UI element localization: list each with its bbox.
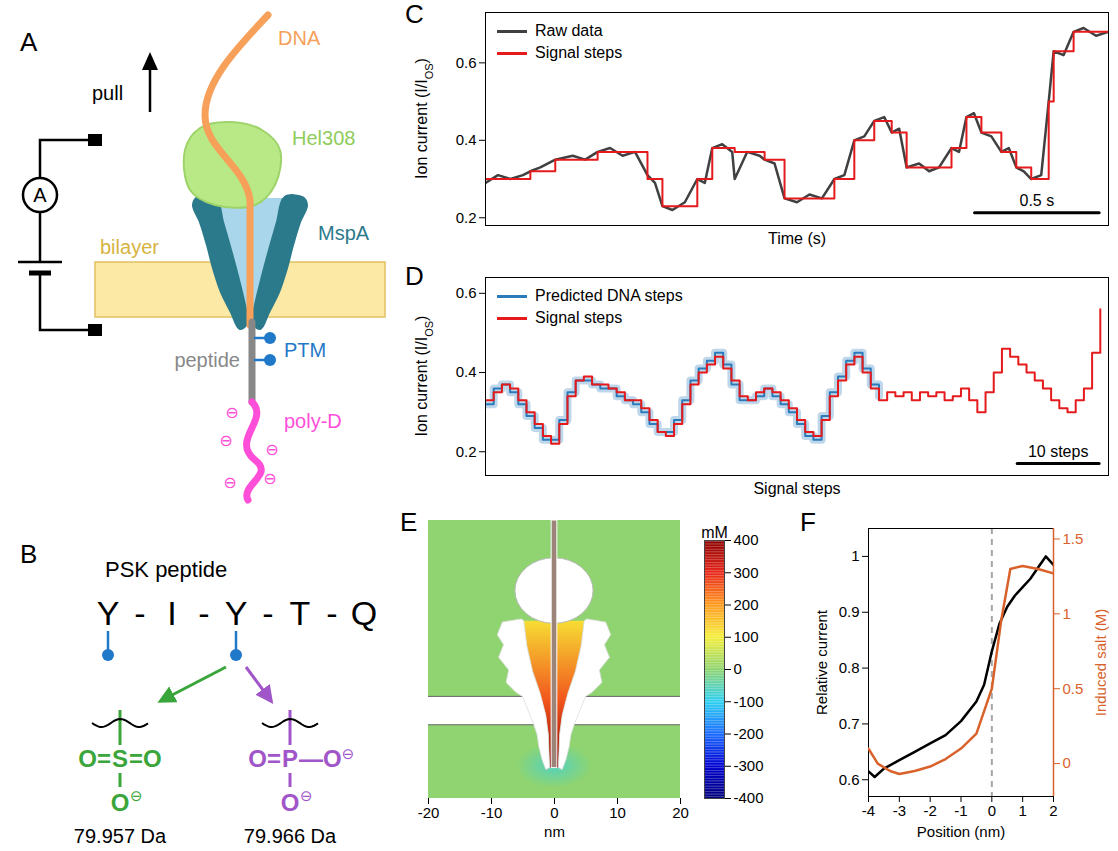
html-text:A: A bbox=[20, 27, 38, 57]
svg-text:I: I bbox=[167, 594, 176, 632]
html-text:Predicted DNA steps: Predicted DNA steps bbox=[535, 287, 683, 304]
svg-text:0.6: 0.6 bbox=[839, 771, 860, 788]
svg-text:-100: -100 bbox=[734, 693, 764, 710]
svg-text:0.2: 0.2 bbox=[456, 209, 477, 226]
svg-text:-400: -400 bbox=[734, 789, 764, 806]
svg-text:10 steps: 10 steps bbox=[1028, 443, 1088, 460]
html-text:Signal steps: Signal steps bbox=[535, 44, 623, 61]
svg-text:nm: nm bbox=[544, 823, 565, 840]
svg-text:-200: -200 bbox=[734, 725, 764, 742]
svg-text:-1: -1 bbox=[954, 802, 967, 819]
svg-text:PSK peptide: PSK peptide bbox=[105, 557, 227, 582]
svg-text:Position (nm): Position (nm) bbox=[917, 823, 1005, 840]
svg-text:bilayer: bilayer bbox=[100, 236, 159, 258]
html-text:C: C bbox=[405, 0, 424, 29]
svg-text:Ion current (I/IOS): Ion current (I/IOS) bbox=[413, 58, 435, 179]
svg-text:0: 0 bbox=[734, 660, 742, 677]
svg-text:⊖: ⊖ bbox=[130, 787, 143, 804]
svg-text:mM: mM bbox=[701, 524, 728, 541]
svg-text:pull: pull bbox=[92, 82, 123, 104]
svg-text:0: 0 bbox=[550, 804, 558, 821]
svg-text:0.5: 0.5 bbox=[1063, 680, 1084, 697]
svg-text:79.957 Da: 79.957 Da bbox=[74, 825, 167, 847]
svg-text:O=: O= bbox=[78, 745, 111, 772]
svg-text:-2: -2 bbox=[923, 802, 936, 819]
html-text:Raw data: Raw data bbox=[535, 22, 603, 39]
svg-text:⊖: ⊖ bbox=[265, 441, 278, 458]
svg-text:1: 1 bbox=[1018, 802, 1026, 819]
svg-text:⊖: ⊖ bbox=[225, 404, 238, 421]
svg-text:Relative current: Relative current bbox=[813, 609, 830, 715]
svg-text:1: 1 bbox=[851, 547, 859, 564]
html-text:F: F bbox=[800, 507, 816, 537]
svg-text:10: 10 bbox=[609, 804, 626, 821]
svg-text:Y: Y bbox=[225, 594, 248, 632]
svg-text:⊖: ⊖ bbox=[223, 474, 236, 491]
svg-text:O: O bbox=[111, 789, 130, 816]
svg-text:⊖: ⊖ bbox=[219, 432, 232, 449]
svg-text:400: 400 bbox=[734, 531, 759, 548]
svg-text:DNA: DNA bbox=[278, 27, 321, 49]
svg-text:1.5: 1.5 bbox=[1063, 530, 1084, 547]
svg-text:O=: O= bbox=[248, 745, 281, 772]
svg-text:0.9: 0.9 bbox=[839, 603, 860, 620]
svg-text:-4: -4 bbox=[862, 802, 875, 819]
svg-text:0.6: 0.6 bbox=[456, 284, 477, 301]
svg-text:Q: Q bbox=[351, 594, 377, 632]
svg-text:⊖: ⊖ bbox=[263, 470, 276, 487]
svg-text:0.4: 0.4 bbox=[456, 131, 477, 148]
svg-text:=O: =O bbox=[129, 745, 162, 772]
svg-text:Ion current (I/IOS): Ion current (I/IOS) bbox=[413, 316, 435, 437]
html-text:B: B bbox=[20, 539, 38, 569]
svg-text:0.8: 0.8 bbox=[839, 659, 860, 676]
svg-text:-20: -20 bbox=[418, 804, 440, 821]
svg-text:300: 300 bbox=[734, 564, 759, 581]
svg-text:-: - bbox=[262, 594, 273, 632]
svg-text:A: A bbox=[33, 184, 47, 206]
svg-text:-3: -3 bbox=[893, 802, 906, 819]
svg-text:T: T bbox=[290, 594, 311, 632]
svg-text:100: 100 bbox=[734, 628, 759, 645]
svg-text:2: 2 bbox=[1049, 802, 1057, 819]
svg-text:—O⊖: —O⊖ bbox=[299, 745, 354, 772]
svg-text:-: - bbox=[326, 594, 337, 632]
svg-text:poly-D: poly-D bbox=[284, 410, 342, 432]
svg-text:Induced salt (M): Induced salt (M) bbox=[1092, 609, 1109, 717]
html-text:D: D bbox=[405, 261, 424, 291]
svg-text:79.966 Da: 79.966 Da bbox=[244, 825, 337, 847]
html-text:Signal steps: Signal steps bbox=[535, 309, 623, 326]
svg-text:PTM: PTM bbox=[284, 339, 326, 361]
svg-text:0.4: 0.4 bbox=[456, 363, 477, 380]
svg-text:-: - bbox=[198, 594, 209, 632]
svg-text:Y: Y bbox=[97, 594, 120, 632]
svg-text:20: 20 bbox=[672, 804, 689, 821]
svg-text:200: 200 bbox=[734, 596, 759, 613]
svg-text:0.6: 0.6 bbox=[456, 54, 477, 71]
svg-text:O: O bbox=[281, 789, 300, 816]
svg-text:-10: -10 bbox=[481, 804, 503, 821]
svg-text:0: 0 bbox=[1063, 754, 1071, 771]
svg-text:1: 1 bbox=[1063, 605, 1071, 622]
svg-text:0.5 s: 0.5 s bbox=[1020, 192, 1055, 209]
svg-text:Time (s): Time (s) bbox=[768, 230, 826, 247]
svg-text:Signal steps: Signal steps bbox=[753, 480, 840, 497]
svg-text:-: - bbox=[134, 594, 145, 632]
svg-text:S: S bbox=[112, 745, 128, 772]
svg-text:Hel308: Hel308 bbox=[292, 127, 355, 149]
svg-text:0.7: 0.7 bbox=[839, 715, 860, 732]
svg-text:MspA: MspA bbox=[318, 222, 370, 244]
svg-text:0.2: 0.2 bbox=[456, 443, 477, 460]
svg-text:-300: -300 bbox=[734, 757, 764, 774]
svg-text:peptide: peptide bbox=[174, 349, 240, 371]
svg-text:0: 0 bbox=[988, 802, 996, 819]
html-text:E: E bbox=[400, 507, 418, 537]
svg-text:P: P bbox=[282, 745, 298, 772]
svg-text:⊖: ⊖ bbox=[300, 787, 313, 804]
